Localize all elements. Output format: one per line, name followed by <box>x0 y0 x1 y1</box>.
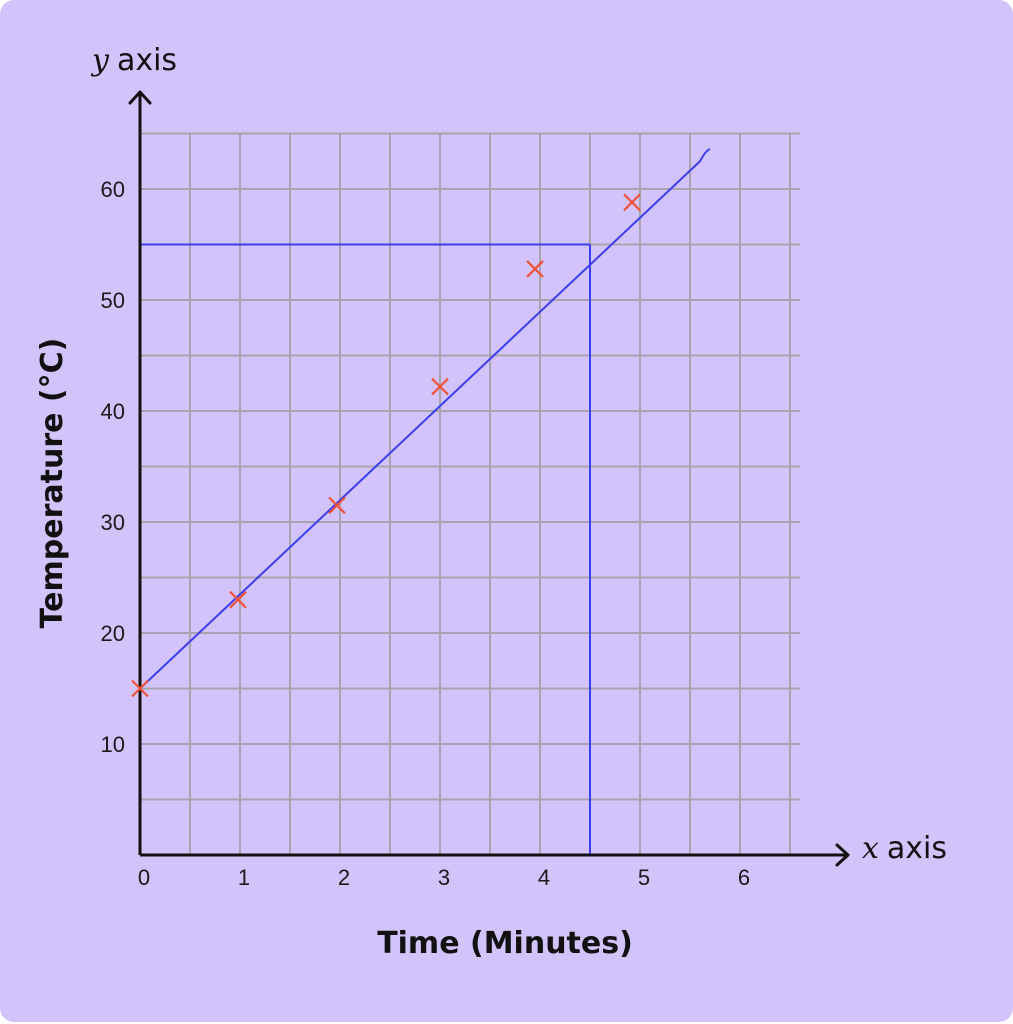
marker-stroke <box>526 260 544 278</box>
y-axis-arrow <box>128 90 152 105</box>
marker-stroke <box>328 496 346 515</box>
x-tick-label: 5 <box>638 865 650 890</box>
y-tick-label: 20 <box>101 621 125 646</box>
x-axis-var: x <box>862 831 879 866</box>
x-axis-name: x axis <box>862 831 947 866</box>
data-point-marker <box>328 496 346 515</box>
data-point-marker <box>526 260 544 278</box>
data-point-marker <box>431 377 449 396</box>
data-point-marker <box>623 193 641 212</box>
x-tick-label: 6 <box>738 865 750 890</box>
x-tick-label: 2 <box>338 865 350 890</box>
y-tick-label: 60 <box>101 177 125 202</box>
x-tick-label: 4 <box>538 865 550 890</box>
y-tick-label: 10 <box>101 732 125 757</box>
grid <box>139 132 800 855</box>
x-tick-label: 0 <box>138 865 150 890</box>
y-axis-name: y axis <box>90 43 177 78</box>
x-axis-title: Time (Minutes) <box>377 926 633 961</box>
best-fit-layer <box>139 148 711 690</box>
reading-lines <box>140 243 591 855</box>
y-tick-label: 30 <box>101 510 125 535</box>
x-axis-word: axis <box>887 831 947 866</box>
marker-stroke <box>623 193 641 212</box>
axes <box>128 90 850 867</box>
y-axis-var: y <box>90 43 110 78</box>
y-axis-title: Temperature (°C) <box>35 338 70 629</box>
marker-stroke <box>131 679 149 698</box>
marker-stroke <box>229 590 247 609</box>
tick-labels: 0 1 2 3 4 5 6 10 20 30 40 50 60 <box>101 177 751 890</box>
data-markers <box>131 193 641 698</box>
marker-stroke <box>431 377 449 396</box>
y-axis-word: axis <box>117 43 177 78</box>
data-point-marker <box>229 590 247 609</box>
y-tick-label: 50 <box>101 288 125 313</box>
data-point-marker <box>131 679 149 698</box>
y-tick-label: 40 <box>101 399 125 424</box>
x-tick-label: 3 <box>438 865 450 890</box>
x-tick-label: 1 <box>238 865 250 890</box>
x-axis-arrow <box>835 843 850 867</box>
best-fit-line <box>139 148 711 690</box>
